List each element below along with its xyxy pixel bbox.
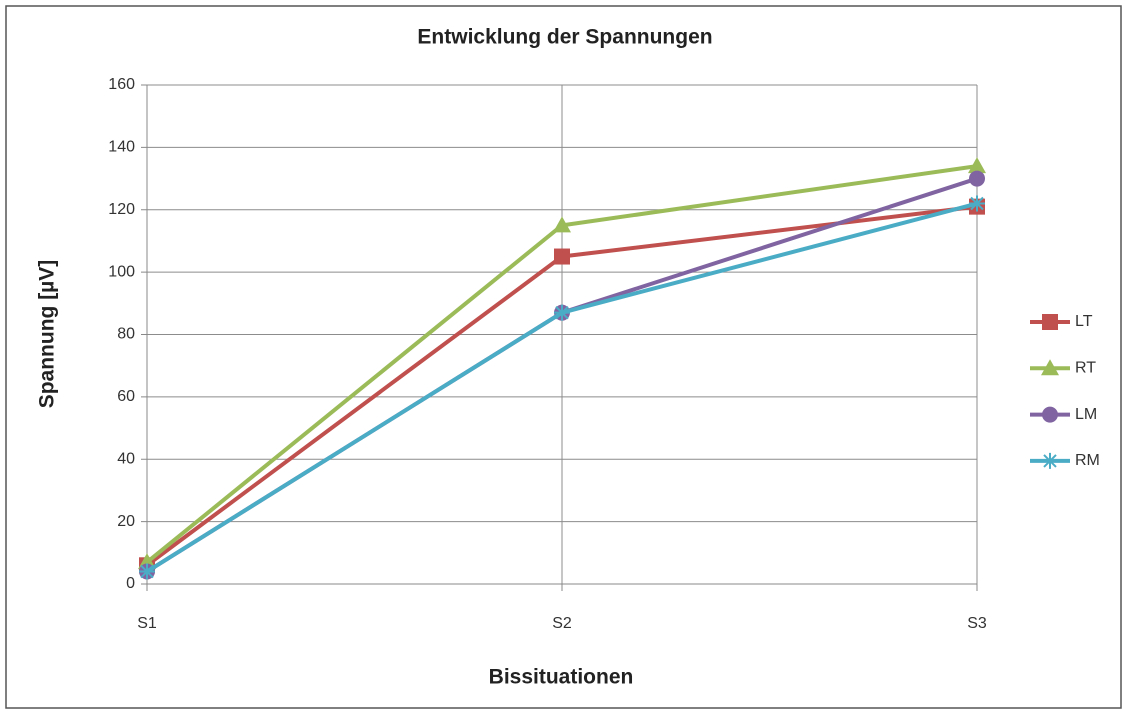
y-tick-label: 40 (117, 450, 135, 467)
y-tick-label: 120 (108, 201, 135, 218)
x-tick-label: S2 (552, 615, 572, 632)
y-tick-label: 60 (117, 388, 135, 405)
y-tick-label: 100 (108, 263, 135, 280)
legend-marker (1041, 359, 1059, 376)
y-tick-label: 0 (126, 575, 135, 592)
legend-label: LM (1075, 406, 1097, 423)
legend-marker (1042, 452, 1058, 469)
legend-marker (1042, 314, 1058, 330)
data-point (553, 216, 571, 233)
data-point (968, 157, 986, 174)
x-tick-label: S1 (137, 615, 157, 632)
legend-label: RM (1075, 452, 1100, 469)
legend-marker (1042, 406, 1058, 423)
y-axis-title: Spannung [µV] (36, 260, 59, 409)
data-point (139, 563, 155, 580)
x-tick-label: S3 (967, 615, 987, 632)
legend-label: LT (1075, 313, 1093, 330)
data-point (969, 195, 985, 212)
y-tick-label: 80 (117, 326, 135, 343)
y-tick-label: 20 (117, 513, 135, 530)
y-tick-label: 140 (108, 139, 135, 156)
legend-label: RT (1075, 360, 1096, 377)
chart-title: Entwicklung der Spannungen (417, 26, 712, 49)
data-point (554, 248, 570, 265)
data-point (554, 304, 570, 321)
y-tick-label: 160 (108, 76, 135, 93)
x-axis-title: Bissituationen (489, 666, 634, 689)
chart-border (5, 5, 1122, 709)
data-point (969, 170, 985, 187)
